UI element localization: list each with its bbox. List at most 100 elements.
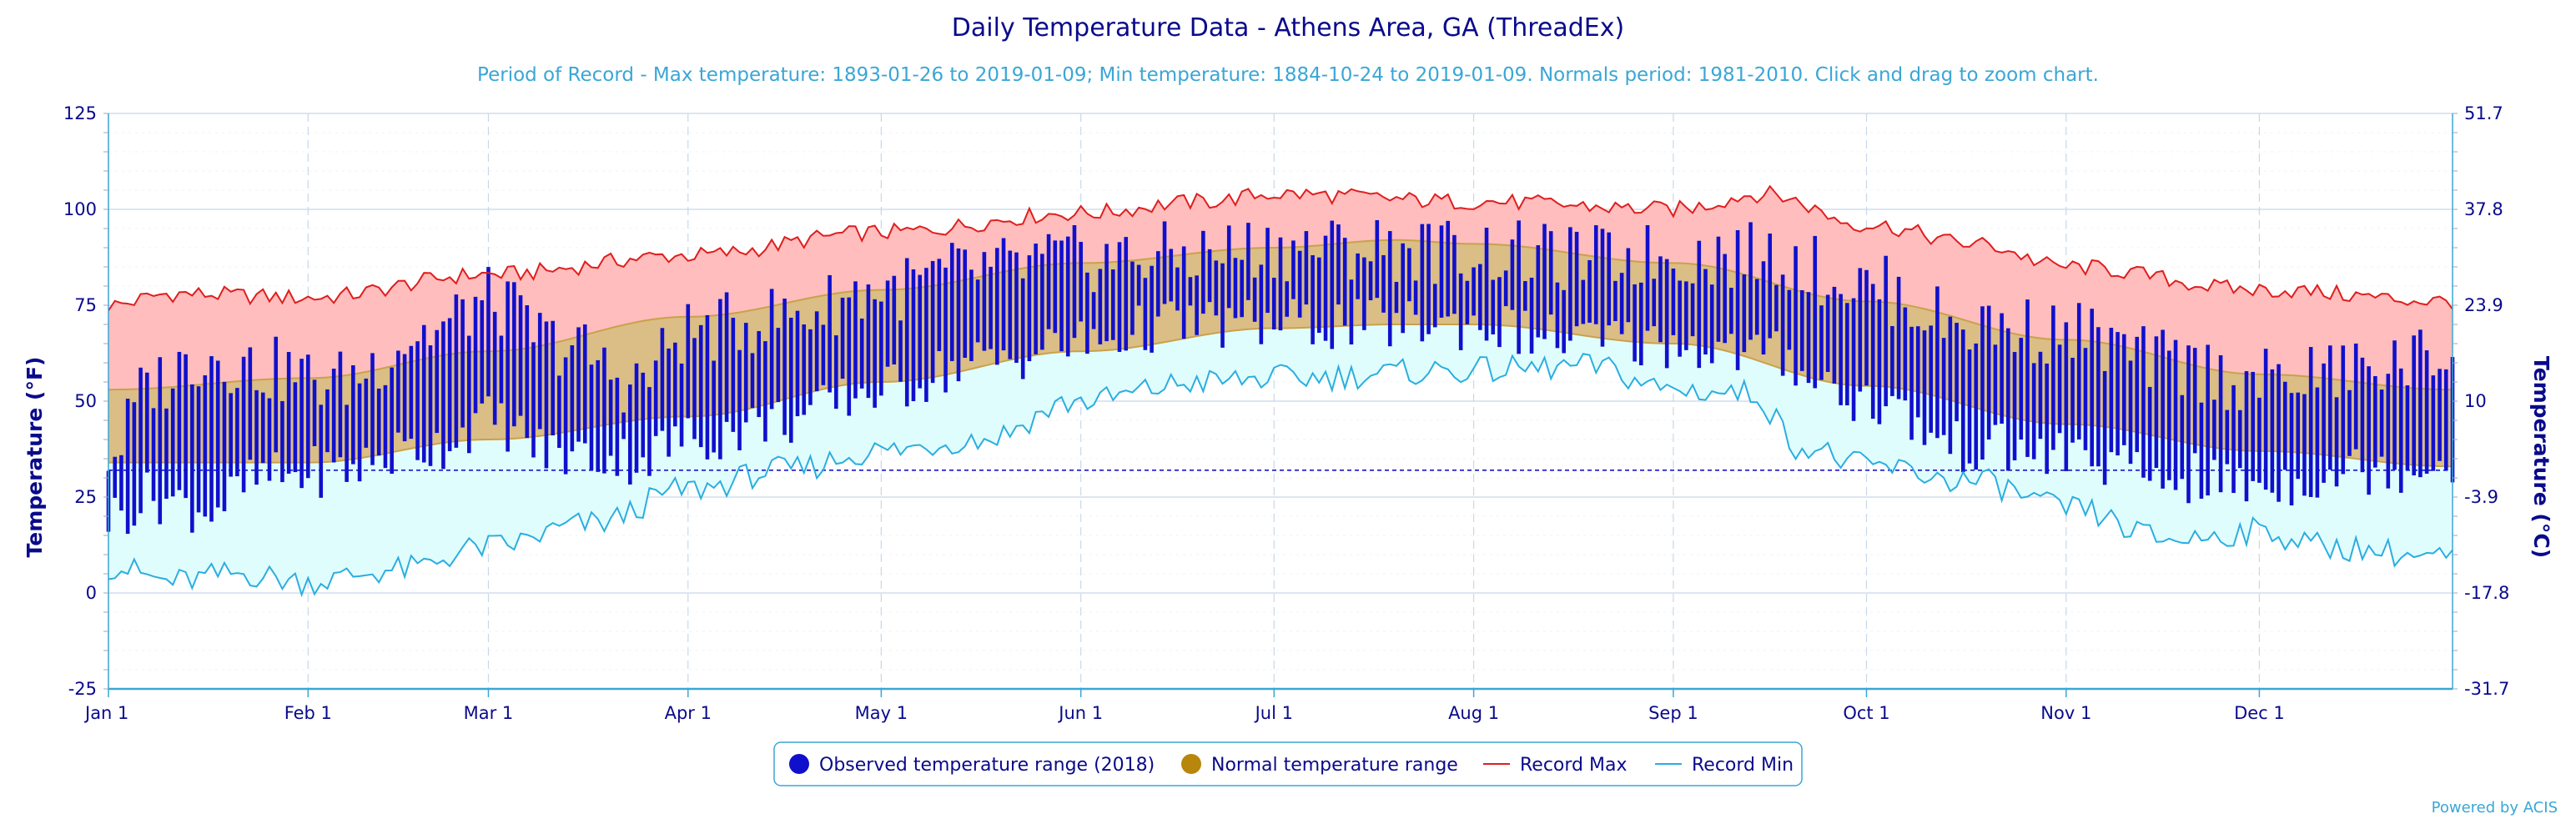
- observed-bar[interactable]: [1742, 274, 1747, 353]
- observed-bar[interactable]: [589, 364, 594, 470]
- observed-bar[interactable]: [1562, 289, 1566, 354]
- observed-bar[interactable]: [1401, 243, 1405, 334]
- observed-bar[interactable]: [1645, 225, 1650, 331]
- observed-bar[interactable]: [2070, 358, 2075, 443]
- observed-bar[interactable]: [898, 320, 903, 382]
- observed-bar[interactable]: [1690, 283, 1695, 337]
- observed-bar[interactable]: [1143, 278, 1148, 350]
- observed-bar[interactable]: [518, 295, 523, 416]
- observed-bar[interactable]: [2373, 375, 2377, 468]
- observed-bar[interactable]: [1233, 258, 1238, 319]
- observed-bar[interactable]: [151, 408, 156, 501]
- observed-bar[interactable]: [1870, 284, 1875, 420]
- observed-bar[interactable]: [2251, 371, 2255, 481]
- observed-bar[interactable]: [512, 282, 516, 427]
- observed-bar[interactable]: [2257, 397, 2262, 483]
- observed-bar[interactable]: [467, 335, 471, 454]
- observed-bar[interactable]: [949, 243, 954, 361]
- observed-bar[interactable]: [989, 266, 993, 349]
- observed-bar[interactable]: [2154, 336, 2159, 469]
- observed-bar[interactable]: [731, 318, 736, 432]
- observed-bar[interactable]: [1311, 255, 1315, 344]
- observed-bar[interactable]: [918, 274, 922, 389]
- observed-bar[interactable]: [1162, 221, 1167, 304]
- observed-bar[interactable]: [1542, 224, 1547, 339]
- observed-bar[interactable]: [1529, 278, 1534, 354]
- observed-bar[interactable]: [2025, 299, 2030, 457]
- observed-bar[interactable]: [1201, 230, 1205, 314]
- legend-item-record-min[interactable]: Record Min: [1655, 755, 1794, 776]
- observed-bar[interactable]: [975, 279, 980, 343]
- observed-bar[interactable]: [293, 382, 298, 473]
- observed-bar[interactable]: [1864, 269, 1869, 386]
- observed-bar[interactable]: [2302, 394, 2307, 496]
- observed-bar[interactable]: [2206, 344, 2210, 496]
- observed-bar[interactable]: [608, 379, 613, 456]
- observed-bar[interactable]: [641, 372, 646, 458]
- observed-bar[interactable]: [795, 310, 800, 417]
- observed-bar[interactable]: [969, 269, 974, 361]
- observed-bar[interactable]: [196, 386, 201, 513]
- observed-bar[interactable]: [1510, 239, 1515, 310]
- observed-bar[interactable]: [2038, 351, 2043, 440]
- observed-bar[interactable]: [132, 402, 137, 526]
- observed-bar[interactable]: [1703, 269, 1708, 355]
- observed-bar[interactable]: [1407, 248, 1411, 302]
- observed-bar[interactable]: [1240, 259, 1244, 318]
- observed-bar[interactable]: [1188, 277, 1193, 306]
- observed-bar[interactable]: [1909, 326, 1914, 440]
- observed-bar[interactable]: [1156, 251, 1160, 317]
- observed-bar[interactable]: [325, 389, 330, 453]
- observed-bar[interactable]: [338, 351, 343, 458]
- observed-bar[interactable]: [1619, 273, 1624, 334]
- observed-bar[interactable]: [1117, 242, 1122, 352]
- observed-bar[interactable]: [911, 269, 916, 402]
- observed-bar[interactable]: [653, 360, 658, 436]
- observed-bar[interactable]: [119, 455, 123, 511]
- observed-bar[interactable]: [312, 379, 317, 446]
- observed-bar[interactable]: [576, 327, 581, 442]
- observed-bar[interactable]: [2263, 349, 2268, 490]
- observed-bar[interactable]: [1941, 338, 1946, 435]
- observed-bar[interactable]: [1136, 264, 1141, 306]
- observed-bar[interactable]: [402, 354, 407, 442]
- observed-bar[interactable]: [1664, 259, 1669, 369]
- observed-bar[interactable]: [1020, 278, 1025, 379]
- observed-bar[interactable]: [956, 248, 961, 382]
- observed-bar[interactable]: [2296, 392, 2301, 480]
- observed-bar[interactable]: [435, 329, 440, 434]
- observed-bar[interactable]: [2244, 371, 2249, 502]
- observed-bar[interactable]: [248, 347, 253, 460]
- observed-bar[interactable]: [1633, 284, 1637, 362]
- observed-bar[interactable]: [306, 354, 310, 479]
- observed-bar[interactable]: [1034, 244, 1038, 354]
- observed-bar[interactable]: [486, 267, 491, 397]
- observed-bar[interactable]: [1729, 288, 1733, 334]
- observed-bar[interactable]: [769, 289, 774, 409]
- observed-bar[interactable]: [1297, 250, 1302, 318]
- observed-bar[interactable]: [2121, 334, 2126, 445]
- observed-bar[interactable]: [209, 356, 214, 522]
- observed-bar[interactable]: [1787, 289, 1792, 350]
- observed-bar[interactable]: [1356, 253, 1360, 299]
- observed-bar[interactable]: [396, 350, 400, 433]
- observed-bar[interactable]: [2116, 332, 2120, 456]
- observed-bar[interactable]: [1639, 282, 1643, 366]
- observed-bar[interactable]: [1317, 257, 1321, 334]
- observed-bar[interactable]: [492, 311, 497, 425]
- observed-bar[interactable]: [1517, 220, 1521, 354]
- observed-bar[interactable]: [1955, 323, 1959, 422]
- observed-bar[interactable]: [1110, 269, 1115, 340]
- observed-bar[interactable]: [1768, 234, 1773, 339]
- observed-bar[interactable]: [1587, 259, 1592, 323]
- observed-bar[interactable]: [1432, 284, 1437, 328]
- observed-bar[interactable]: [2128, 360, 2133, 465]
- observed-bar[interactable]: [1774, 284, 1779, 332]
- observed-bar[interactable]: [113, 456, 118, 498]
- observed-bar[interactable]: [1735, 230, 1740, 370]
- observed-bar[interactable]: [409, 345, 414, 440]
- observed-bar[interactable]: [2418, 329, 2423, 478]
- observed-bar[interactable]: [673, 342, 677, 427]
- observed-bar[interactable]: [802, 324, 807, 415]
- observed-bar[interactable]: [1059, 240, 1064, 352]
